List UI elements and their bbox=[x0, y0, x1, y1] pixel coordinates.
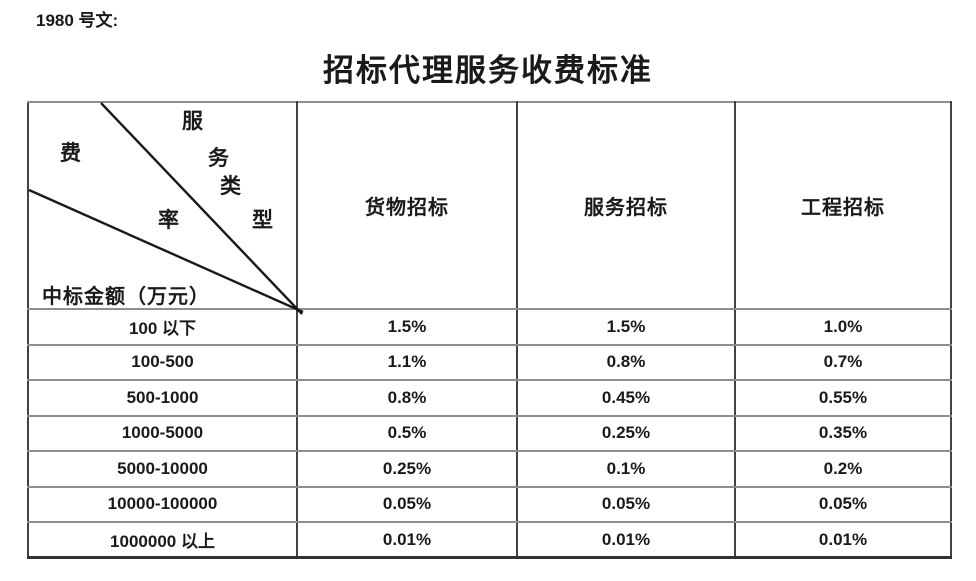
column-header-services: 服务招标 bbox=[516, 101, 736, 310]
page-title: 招标代理服务收费标准 bbox=[323, 53, 653, 88]
diagonal-divider-lines bbox=[28, 102, 304, 315]
table-row: 100 以下 1.5% 1.5% 1.0% bbox=[27, 308, 952, 346]
fee-value: 0.7% bbox=[734, 343, 952, 381]
fee-value: 0.1% bbox=[516, 450, 736, 488]
table-row: 10000-100000 0.05% 0.05% 0.05% bbox=[27, 485, 952, 523]
row-range-label: 5000-10000 bbox=[27, 450, 298, 488]
row-range-label: 10000-100000 bbox=[27, 485, 298, 523]
table-corner-cell: 服 务 类 型 费 率 中标金额（万元） bbox=[27, 101, 304, 315]
table-row: 500-1000 0.8% 0.45% 0.55% bbox=[27, 379, 952, 417]
fee-value: 0.35% bbox=[734, 414, 952, 452]
corner-service-type-char-4: 型 bbox=[252, 208, 273, 232]
fee-value: 0.45% bbox=[516, 379, 736, 417]
fee-value: 0.01% bbox=[516, 521, 736, 559]
fee-value: 0.8% bbox=[296, 379, 518, 417]
row-range-label: 1000-5000 bbox=[27, 414, 298, 452]
corner-amount-axis-label: 中标金额（万元） bbox=[42, 286, 210, 308]
row-range-label: 1000000 以上 bbox=[27, 521, 298, 559]
fee-value: 1.5% bbox=[296, 308, 518, 346]
corner-service-type-char-2: 务 bbox=[208, 146, 229, 170]
fee-value: 0.01% bbox=[734, 521, 952, 559]
fee-value: 1.1% bbox=[296, 343, 518, 381]
fee-value: 0.25% bbox=[296, 450, 518, 488]
corner-service-type-char-1: 服 bbox=[182, 109, 203, 133]
fee-value: 0.25% bbox=[516, 414, 736, 452]
fee-value: 1.0% bbox=[734, 308, 952, 346]
fee-value: 0.8% bbox=[516, 343, 736, 381]
fee-value: 0.2% bbox=[734, 450, 952, 488]
table-row: 1000000 以上 0.01% 0.01% 0.01% bbox=[27, 521, 952, 559]
fee-value: 0.05% bbox=[734, 485, 952, 523]
table-row: 5000-10000 0.25% 0.1% 0.2% bbox=[27, 450, 952, 488]
corner-rate-char-2: 率 bbox=[158, 208, 179, 232]
header-row: 服 务 类 型 费 率 中标金额（万元） 货物招标 服务招标 工程招标 bbox=[27, 101, 952, 315]
row-range-label: 100-500 bbox=[27, 343, 298, 381]
fee-value: 0.55% bbox=[734, 379, 952, 417]
fee-value: 0.01% bbox=[296, 521, 518, 559]
doc-number-label: 1980 号文: bbox=[36, 11, 119, 30]
table-row: 100-500 1.1% 0.8% 0.7% bbox=[27, 343, 952, 381]
fee-standard-table: 服 务 类 型 费 率 中标金额（万元） 货物招标 服务招标 工程招标 100 … bbox=[27, 101, 952, 559]
table-row: 1000-5000 0.5% 0.25% 0.35% bbox=[27, 414, 952, 452]
corner-service-type-char-3: 类 bbox=[220, 174, 241, 198]
fee-value: 0.05% bbox=[296, 485, 518, 523]
fee-value: 0.5% bbox=[296, 414, 518, 452]
corner-rate-char-1: 费 bbox=[60, 141, 81, 165]
column-header-goods: 货物招标 bbox=[296, 101, 518, 310]
fee-value: 1.5% bbox=[516, 308, 736, 346]
row-range-label: 100 以下 bbox=[27, 308, 298, 346]
fee-value: 0.05% bbox=[516, 485, 736, 523]
row-range-label: 500-1000 bbox=[27, 379, 298, 417]
column-header-works: 工程招标 bbox=[734, 101, 952, 310]
